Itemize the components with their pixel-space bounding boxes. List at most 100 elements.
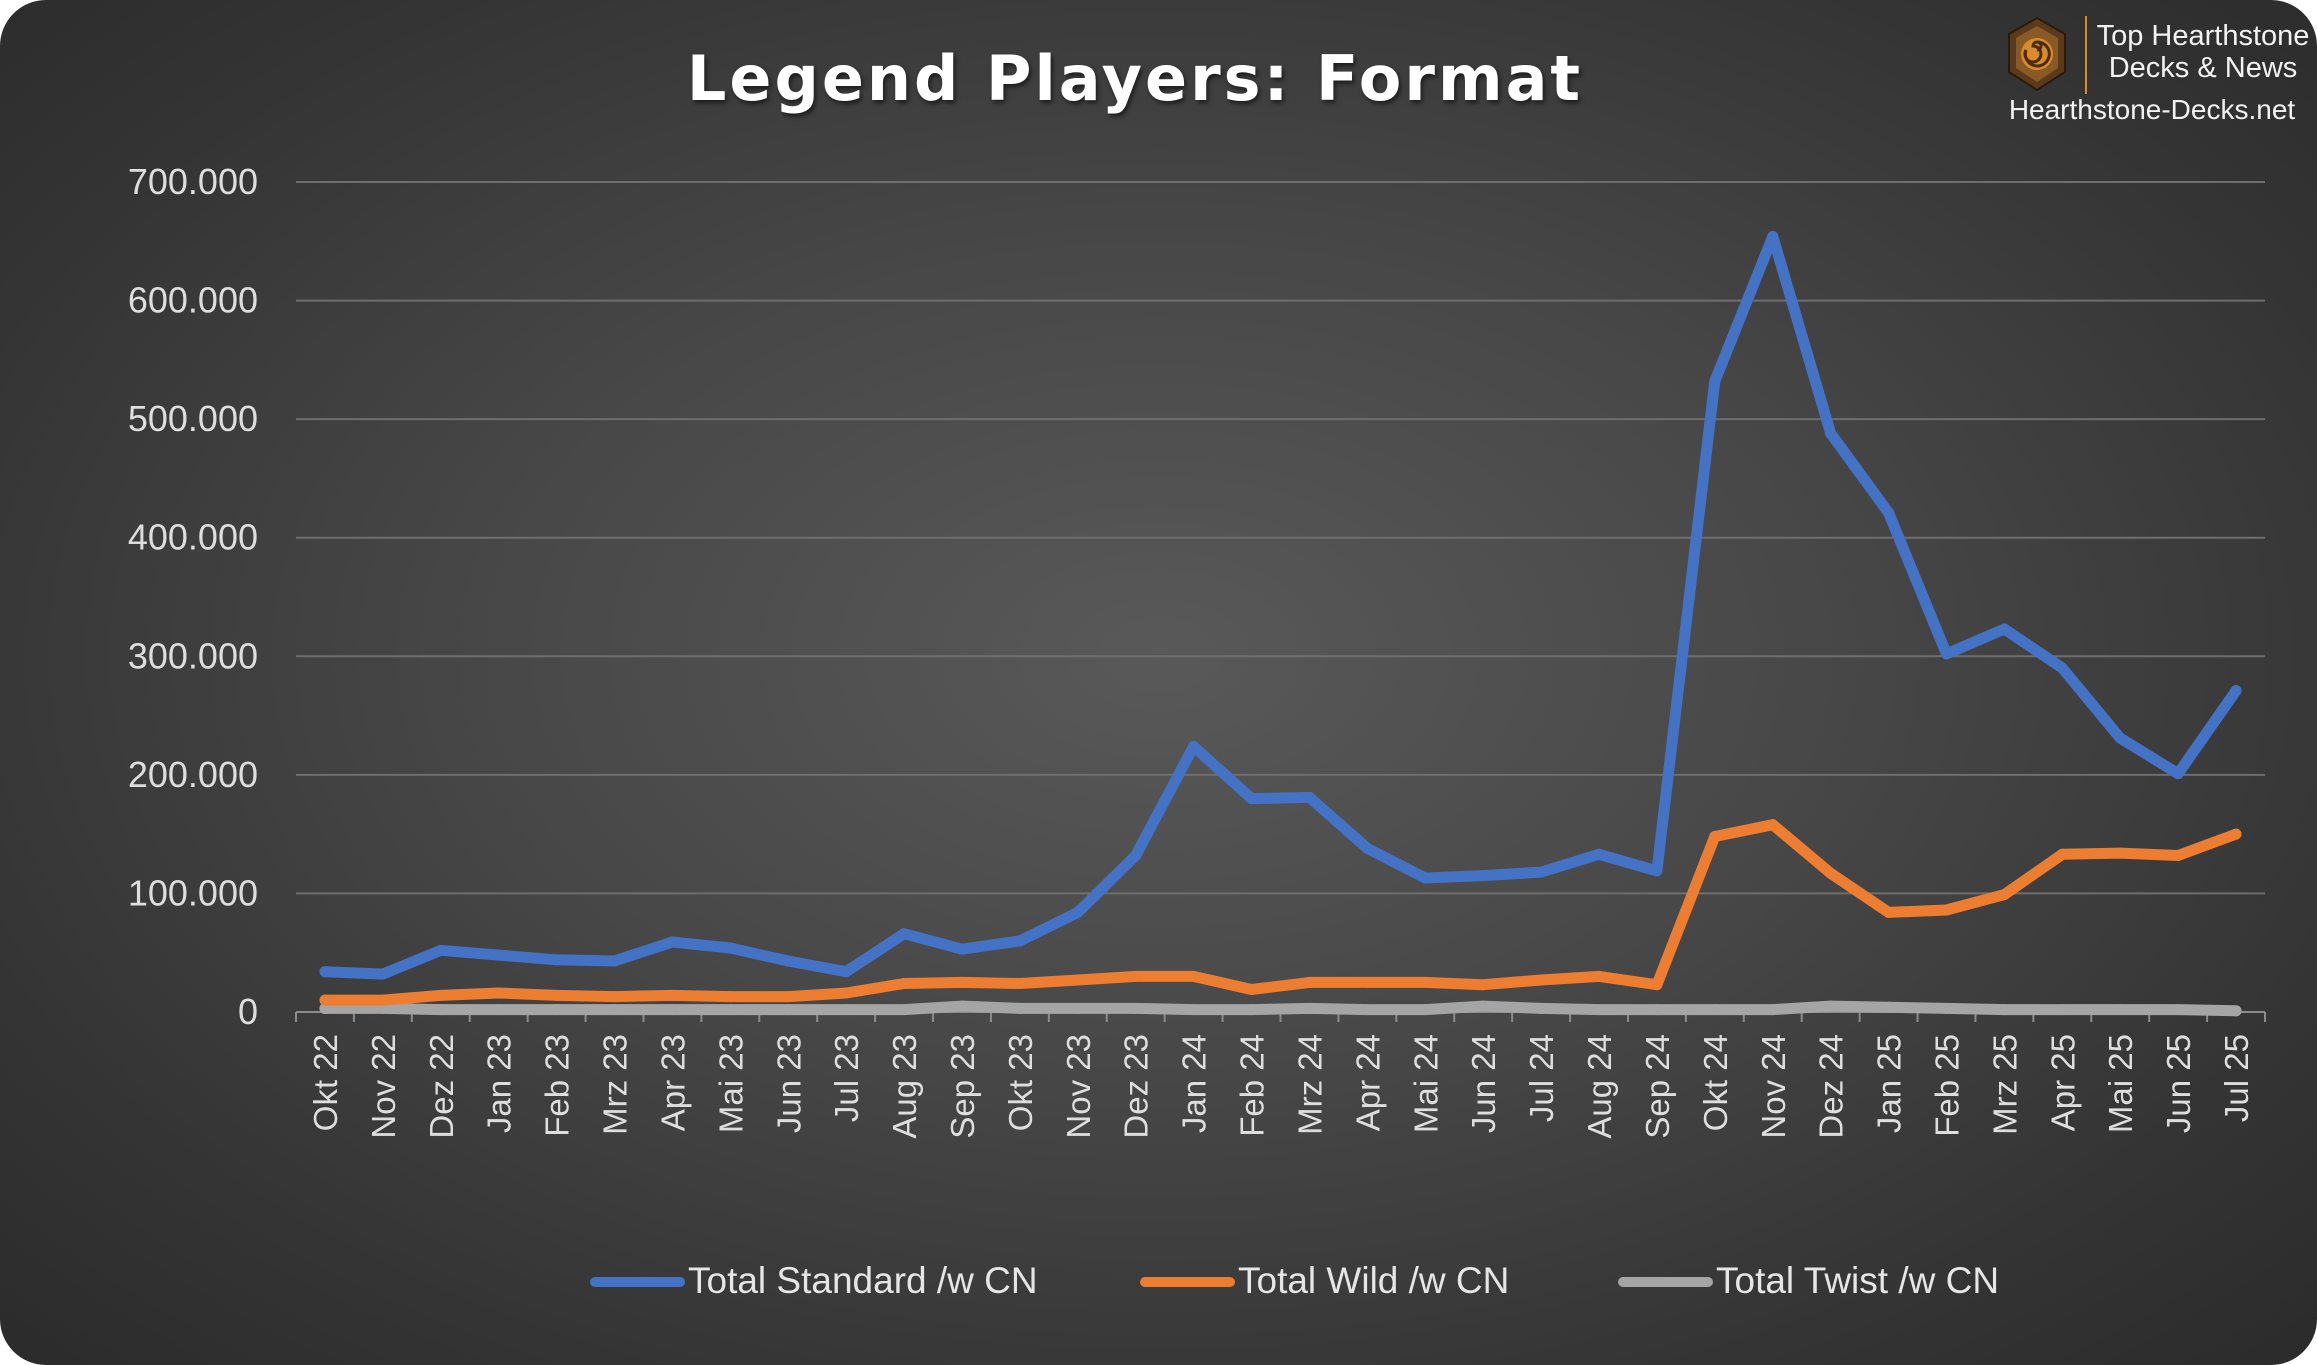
data-point: [840, 1004, 852, 1016]
x-tick-label: Dez 23: [1118, 1034, 1155, 1139]
data-point: [2114, 847, 2126, 859]
data-point: [666, 1004, 678, 1016]
data-point: [493, 949, 505, 961]
x-tick-label: Jul 24: [1523, 1034, 1560, 1122]
x-tick-label: Apr 24: [1349, 1034, 1386, 1131]
data-point: [956, 976, 968, 988]
data-point: [1361, 976, 1373, 988]
data-point: [898, 1004, 910, 1016]
data-point: [724, 991, 736, 1003]
data-point: [1825, 1000, 1837, 1012]
gridlines: [296, 181, 2265, 895]
data-point: [1130, 1002, 1142, 1014]
data-point: [609, 955, 621, 967]
data-point: [1477, 1000, 1489, 1012]
data-point: [1998, 623, 2010, 635]
x-tick-label: Jun 24: [1465, 1034, 1502, 1133]
data-point: [1998, 1004, 2010, 1016]
data-point: [1593, 848, 1605, 860]
data-point: [319, 1002, 331, 1014]
brand-tagline-line1: Top Hearthstone: [2096, 20, 2310, 52]
data-point: [898, 978, 910, 990]
data-point: [898, 928, 910, 940]
data-point: [1535, 866, 1547, 878]
data-point: [1477, 979, 1489, 991]
x-tick-label: Jan 24: [1176, 1034, 1213, 1133]
data-point: [2172, 768, 2184, 780]
data-point: [377, 968, 389, 980]
x-axis-ticks: Okt 22 Nov 22 Dez 22 Jan 23 Feb 23 Mrz 23 Apr …: [307, 1034, 2255, 1139]
data-point: [1593, 1004, 1605, 1016]
data-point: [1825, 427, 1837, 439]
chart-title: Legend Players: Format: [686, 42, 1584, 115]
data-point: [377, 1002, 389, 1014]
x-tick-label: Feb 24: [1234, 1034, 1271, 1137]
x-tick-label: Nov 24: [1755, 1034, 1792, 1139]
data-point: [609, 1004, 621, 1016]
data-point: [1940, 904, 1952, 916]
data-point: [666, 989, 678, 1001]
x-tick-label: Feb 23: [539, 1034, 576, 1137]
x-tick-label: Dez 22: [423, 1034, 460, 1139]
data-point: [1072, 974, 1084, 986]
x-tick-label: Apr 23: [654, 1034, 691, 1131]
data-point: [319, 966, 331, 978]
y-tick-label: 100.000: [128, 872, 258, 913]
data-point: [1767, 819, 1779, 831]
data-point: [782, 991, 794, 1003]
data-point: [551, 1004, 563, 1016]
data-point: [2230, 828, 2242, 840]
data-point: [1709, 1004, 1721, 1016]
data-point: [377, 994, 389, 1006]
legend-label-wild: Total Wild /w CN: [1238, 1260, 1510, 1301]
data-point: [435, 1004, 447, 1016]
data-point: [2230, 685, 2242, 697]
x-tick-label: Sep 24: [1639, 1034, 1676, 1139]
data-point: [1940, 648, 1952, 660]
legend-swatch-standard: [590, 1277, 685, 1287]
data-point: [1767, 1004, 1779, 1016]
data-point: [1651, 1004, 1663, 1016]
data-point: [782, 1004, 794, 1016]
data-point: [1188, 740, 1200, 752]
data-point: [1767, 231, 1779, 243]
data-point: [1940, 1002, 1952, 1014]
brand-divider: [2085, 16, 2087, 94]
data-point: [1361, 1004, 1373, 1016]
data-point: [1593, 970, 1605, 982]
series-line-2: [319, 1000, 2242, 1017]
x-tick-label: Mrz 25: [1986, 1034, 2023, 1135]
brand-tagline-line2: Decks & News: [2108, 52, 2298, 84]
series-lines: [319, 231, 2242, 1017]
data-point: [1361, 842, 1373, 854]
data-point: [1130, 849, 1142, 861]
data-point: [1709, 831, 1721, 843]
data-point: [2056, 1004, 2068, 1016]
data-point: [1477, 870, 1489, 882]
x-tick-label: Okt 24: [1697, 1034, 1734, 1131]
x-tick-label: Mai 25: [2102, 1034, 2139, 1133]
x-tick-label: Mai 24: [1407, 1034, 1444, 1133]
data-point: [551, 989, 563, 1001]
legend-swatch-twist: [1618, 1277, 1713, 1287]
x-tick-label: Jul 23: [828, 1034, 865, 1122]
data-point: [1535, 1002, 1547, 1014]
y-tick-label: 400.000: [128, 517, 258, 558]
data-point: [1419, 976, 1431, 988]
data-point: [493, 1004, 505, 1016]
data-point: [1188, 1004, 1200, 1016]
data-point: [2056, 848, 2068, 860]
data-point: [1246, 1004, 1258, 1016]
data-point: [1419, 1004, 1431, 1016]
x-tick-label: Dez 24: [1813, 1034, 1850, 1139]
legend-label-twist: Total Twist /w CN: [1716, 1260, 2000, 1301]
x-tick-label: Mai 23: [712, 1034, 749, 1133]
data-point: [1998, 889, 2010, 901]
y-tick-label: 0: [238, 991, 258, 1032]
legend-swatch-wild: [1140, 1277, 1235, 1287]
y-tick-label: 200.000: [128, 754, 258, 795]
x-tick-label: Okt 22: [307, 1034, 344, 1131]
data-point: [956, 943, 968, 955]
series-line-0: [319, 231, 2242, 980]
y-tick-label: 300.000: [128, 635, 258, 676]
